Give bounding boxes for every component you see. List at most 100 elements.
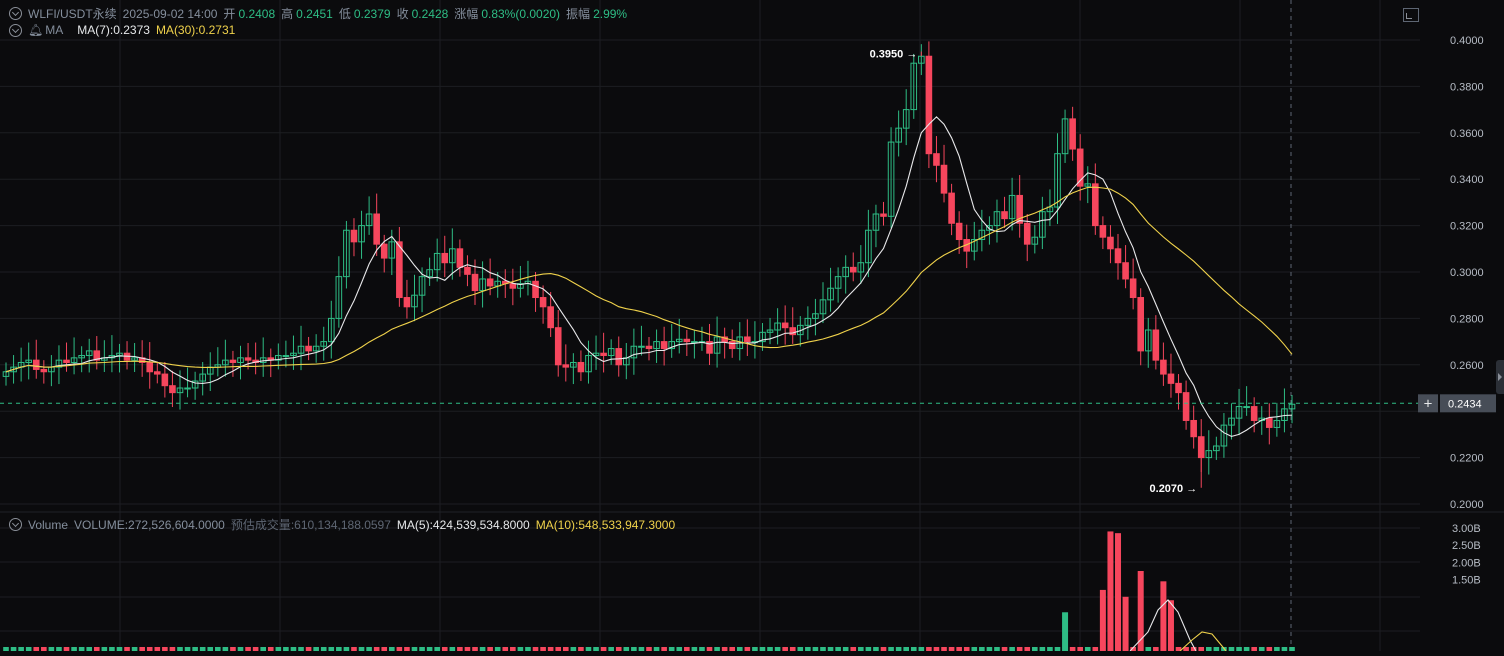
candle-body	[471, 273, 479, 292]
candle-body	[1220, 424, 1228, 447]
candle-body	[1266, 417, 1273, 428]
candle-body	[638, 345, 645, 348]
volume-tick-label: 1.50B	[1452, 575, 1481, 587]
price-tick-label: 0.3000	[1450, 267, 1484, 279]
volume-bar	[631, 647, 637, 651]
volume-bar	[1047, 647, 1053, 651]
ma-indicator-name[interactable]: MA	[45, 23, 64, 37]
candle-body	[282, 355, 290, 358]
volume-bar	[275, 647, 282, 651]
candle-body	[532, 280, 539, 299]
volume-bar	[789, 647, 796, 651]
volume-bar	[252, 647, 259, 651]
candle-body	[804, 317, 812, 326]
volume-bar	[389, 647, 395, 651]
settings-circle-icon[interactable]	[9, 7, 22, 20]
candle-body	[600, 352, 607, 357]
volume-bar	[525, 647, 531, 651]
candle-body	[343, 229, 350, 278]
collapse-arrow-icon[interactable]	[1496, 360, 1504, 394]
candle-body	[895, 127, 902, 143]
candle-body	[1099, 225, 1107, 238]
volume-bar	[903, 647, 909, 651]
candle-body	[63, 359, 70, 363]
candle-body	[1288, 403, 1296, 410]
candle-body	[78, 355, 85, 359]
candle-body	[1152, 329, 1160, 361]
candle-body	[933, 153, 940, 166]
volume-bar	[880, 647, 887, 651]
volume-bar	[419, 647, 425, 651]
candle-body	[925, 55, 933, 155]
candle-body	[32, 359, 40, 370]
high-value: 0.2451	[296, 6, 333, 21]
volume-legend: Volume VOLUME:272,526,604.0000 预估成交量:610…	[9, 516, 675, 533]
candle-body	[986, 225, 993, 231]
low-value: 0.2379	[353, 6, 391, 21]
candle-body	[85, 350, 93, 357]
candle-body	[350, 229, 358, 243]
volume-bar	[1236, 647, 1242, 651]
candle-body	[759, 331, 766, 343]
volume-bar	[1016, 647, 1023, 651]
volume-ma5-line	[1129, 599, 1197, 652]
volume-bar	[426, 647, 433, 651]
candle-body	[441, 252, 449, 264]
candle-body	[1016, 194, 1023, 224]
volume-indicator-name[interactable]: Volume	[28, 517, 69, 532]
volume-bar	[736, 647, 743, 651]
volume-bar	[676, 647, 683, 651]
volume-bar	[1092, 647, 1099, 651]
volume-bar	[1289, 647, 1295, 651]
ma7-value: MA(7):0.2373	[77, 23, 150, 37]
volume-bar	[956, 647, 962, 651]
volume-bar	[797, 647, 804, 651]
expand-icon[interactable]	[1403, 8, 1419, 22]
volume-bar	[585, 647, 592, 651]
volume-bar	[858, 647, 864, 651]
volume-bar	[1001, 647, 1008, 651]
bell-icon[interactable]: 🔔︎	[28, 23, 44, 37]
settings-circle-icon[interactable]	[9, 518, 22, 531]
symbol-label[interactable]: WLFI/USDT永续	[28, 7, 117, 21]
volume-bar	[646, 647, 652, 651]
settings-circle-icon[interactable]	[9, 23, 22, 37]
volume-bar	[502, 647, 509, 651]
candle-body	[327, 317, 335, 343]
volume-bar	[600, 647, 607, 651]
volume-bar	[41, 647, 47, 651]
price-tick-label: 0.2200	[1450, 453, 1484, 465]
candle-body	[728, 341, 736, 350]
volume-bar	[1258, 647, 1265, 651]
candle-body	[411, 294, 418, 308]
candle-body	[1061, 118, 1069, 155]
candle-body	[902, 109, 910, 129]
volume-bar	[820, 647, 826, 651]
candle-body	[388, 241, 396, 259]
volume-bar	[873, 647, 879, 651]
volume-bar	[396, 647, 403, 651]
candle-body	[570, 361, 577, 368]
volume-bar	[1039, 647, 1046, 651]
volume-bar	[570, 647, 577, 651]
volume-bar	[1228, 647, 1235, 651]
candle-body	[955, 222, 963, 241]
candle-body	[774, 322, 781, 331]
volume-bar	[941, 647, 947, 651]
candle-body	[1107, 236, 1114, 250]
candle-body	[25, 359, 32, 363]
volume-bar	[18, 647, 24, 651]
volume-bar	[222, 647, 229, 651]
volume-tick-label: 2.50B	[1452, 540, 1481, 552]
candle-body	[910, 62, 918, 111]
volume-bar	[933, 647, 940, 651]
volume-bar	[744, 647, 751, 651]
price-tick-label: 0.2600	[1450, 360, 1484, 372]
volume-bar	[850, 647, 857, 651]
volume-bar	[336, 647, 342, 651]
volume-bar	[1167, 600, 1174, 651]
volume-bar	[184, 647, 191, 651]
candle-body	[706, 341, 713, 354]
